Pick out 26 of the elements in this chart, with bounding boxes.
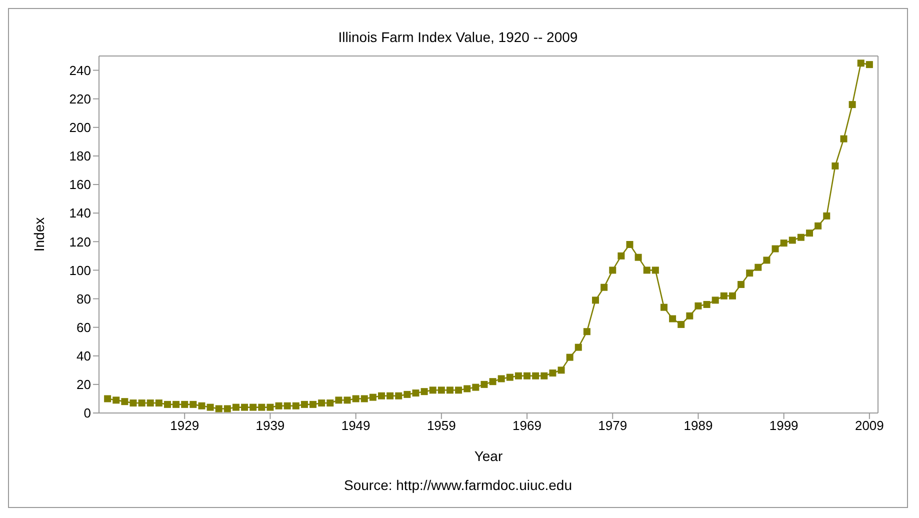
y-tick-label: 180 [69,148,91,164]
x-tick-label: 1979 [598,418,628,434]
x-tick-label: 1959 [426,418,456,434]
chart-title: Illinois Farm Index Value, 1920 -- 2009 [337,29,579,45]
x-tick-label: 1989 [684,418,713,434]
x-tick-label: 1949 [341,418,370,434]
y-tick-label: 100 [69,262,91,278]
x-tick-label: 1969 [512,418,542,434]
x-tick-label: 1999 [769,418,798,434]
x-axis-title: Year [474,448,503,464]
y-tick-label: 220 [69,91,91,106]
y-axis-title: Index [30,217,47,252]
y-tick-label: 40 [76,348,91,364]
y-tick-label: 160 [69,177,91,192]
y-tick-label: 80 [76,291,91,306]
y-tick-label: 60 [76,320,91,335]
y-tick-label: 140 [69,206,91,221]
x-tick-label: 1939 [256,418,285,434]
y-tick-label: 200 [69,120,91,136]
source-note: Source: http://www.farmdoc.uiuc.edu [343,477,573,493]
y-tick-label: 20 [76,377,91,392]
y-tick-label: 0 [84,406,91,421]
y-tick-label: 240 [69,62,91,78]
x-tick-label: 1929 [170,418,200,434]
y-tick-label: 120 [69,234,91,250]
x-tick-label: 2009 [854,418,884,434]
